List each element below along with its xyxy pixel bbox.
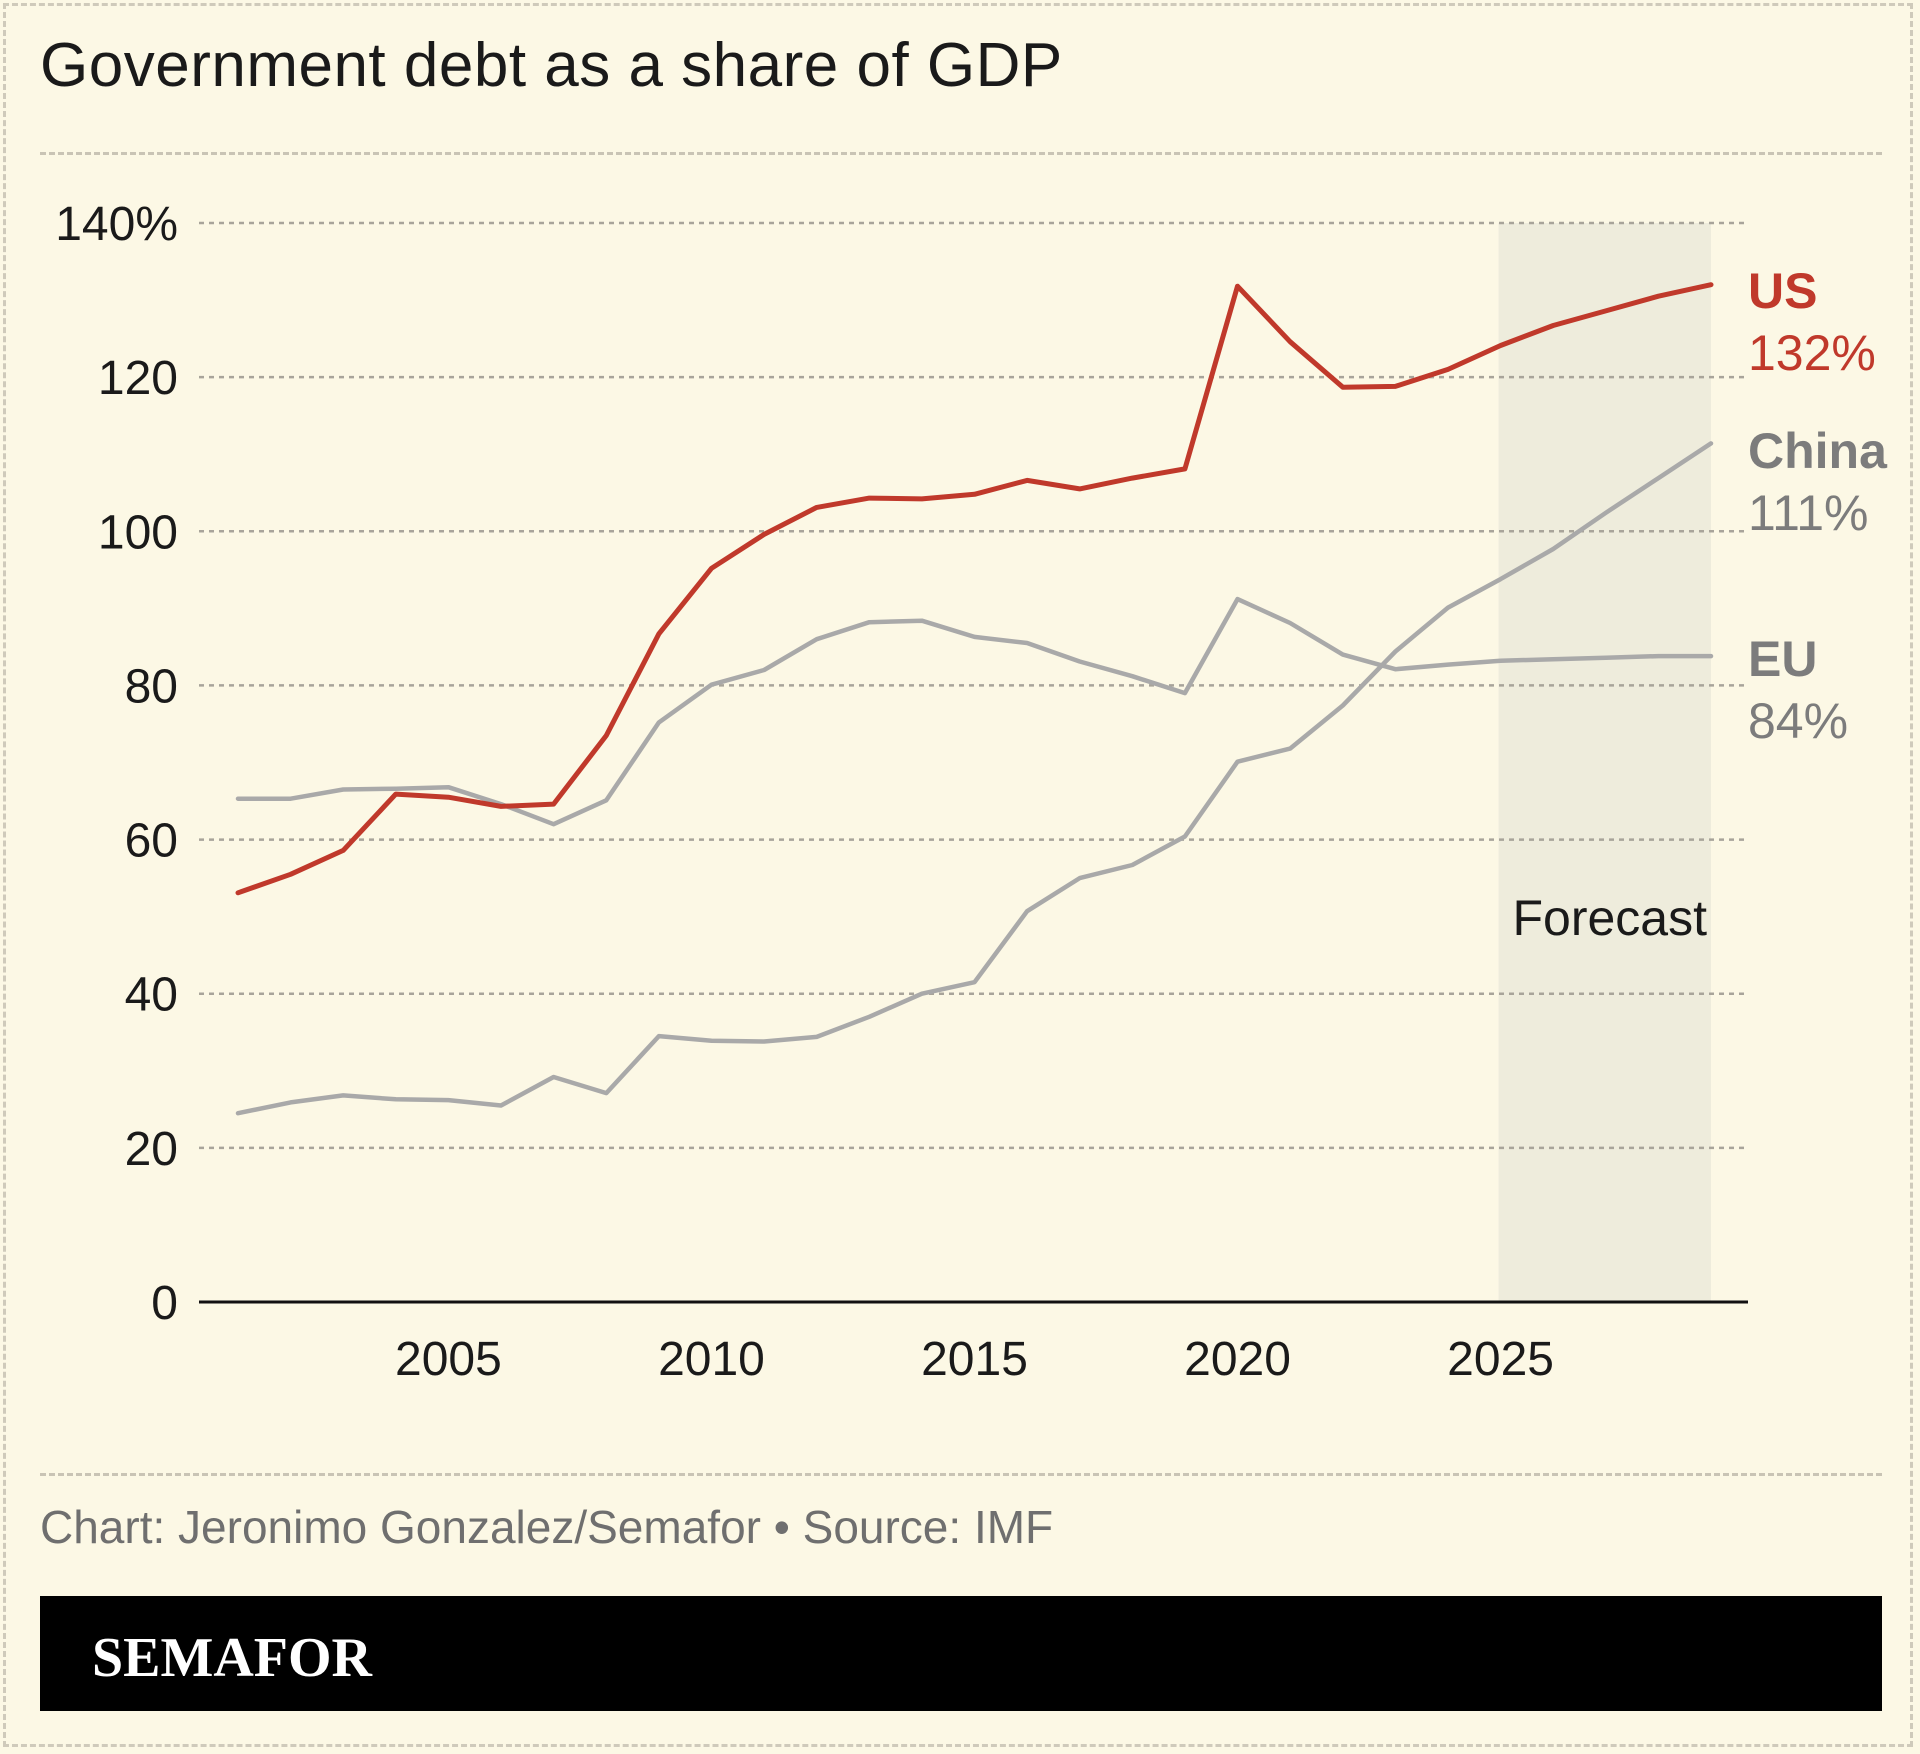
chart-source: Chart: Jeronimo Gonzalez/Semafor • Sourc…: [40, 1501, 1054, 1553]
chart-title: Government debt as a share of GDP: [40, 31, 1063, 100]
series-line-us: [235, 282, 1714, 896]
forecast-band: [1498, 223, 1711, 1302]
series-line-china: [235, 441, 1714, 1116]
series-name-label: US: [1748, 263, 1817, 319]
series-end-value-label: 111%: [1748, 485, 1868, 541]
forecast-label: Forecast: [1512, 890, 1707, 946]
series-end-value-label: 132%: [1748, 325, 1876, 381]
y-tick-label: 40: [125, 969, 178, 1022]
x-tick-label: 2020: [1184, 1333, 1291, 1386]
title-divider: [40, 152, 1882, 155]
y-tick-label: 80: [125, 660, 178, 713]
brand-footer-bar: [40, 1596, 1882, 1711]
y-tick-label: 0: [151, 1277, 178, 1330]
x-tick-label: 2010: [658, 1333, 765, 1386]
series-name-label: EU: [1748, 631, 1817, 687]
x-tick-label: 2005: [395, 1333, 502, 1386]
semafor-logo: SEMAFOR: [92, 1627, 372, 1689]
series-line-eu: [235, 596, 1714, 827]
x-tick-label: 2015: [921, 1333, 1028, 1386]
series-end-value-label: 84%: [1748, 693, 1848, 749]
x-tick-label: 2025: [1447, 1333, 1554, 1386]
y-tick-label: 140%: [55, 198, 178, 251]
footer-divider: [40, 1473, 1882, 1476]
y-tick-label: 120: [98, 352, 178, 405]
y-tick-label: 20: [125, 1123, 178, 1176]
chart-frame: [3, 3, 1913, 1747]
series-name-label: China: [1748, 423, 1888, 479]
y-tick-label: 60: [125, 815, 178, 868]
y-tick-label: 100: [98, 506, 178, 559]
